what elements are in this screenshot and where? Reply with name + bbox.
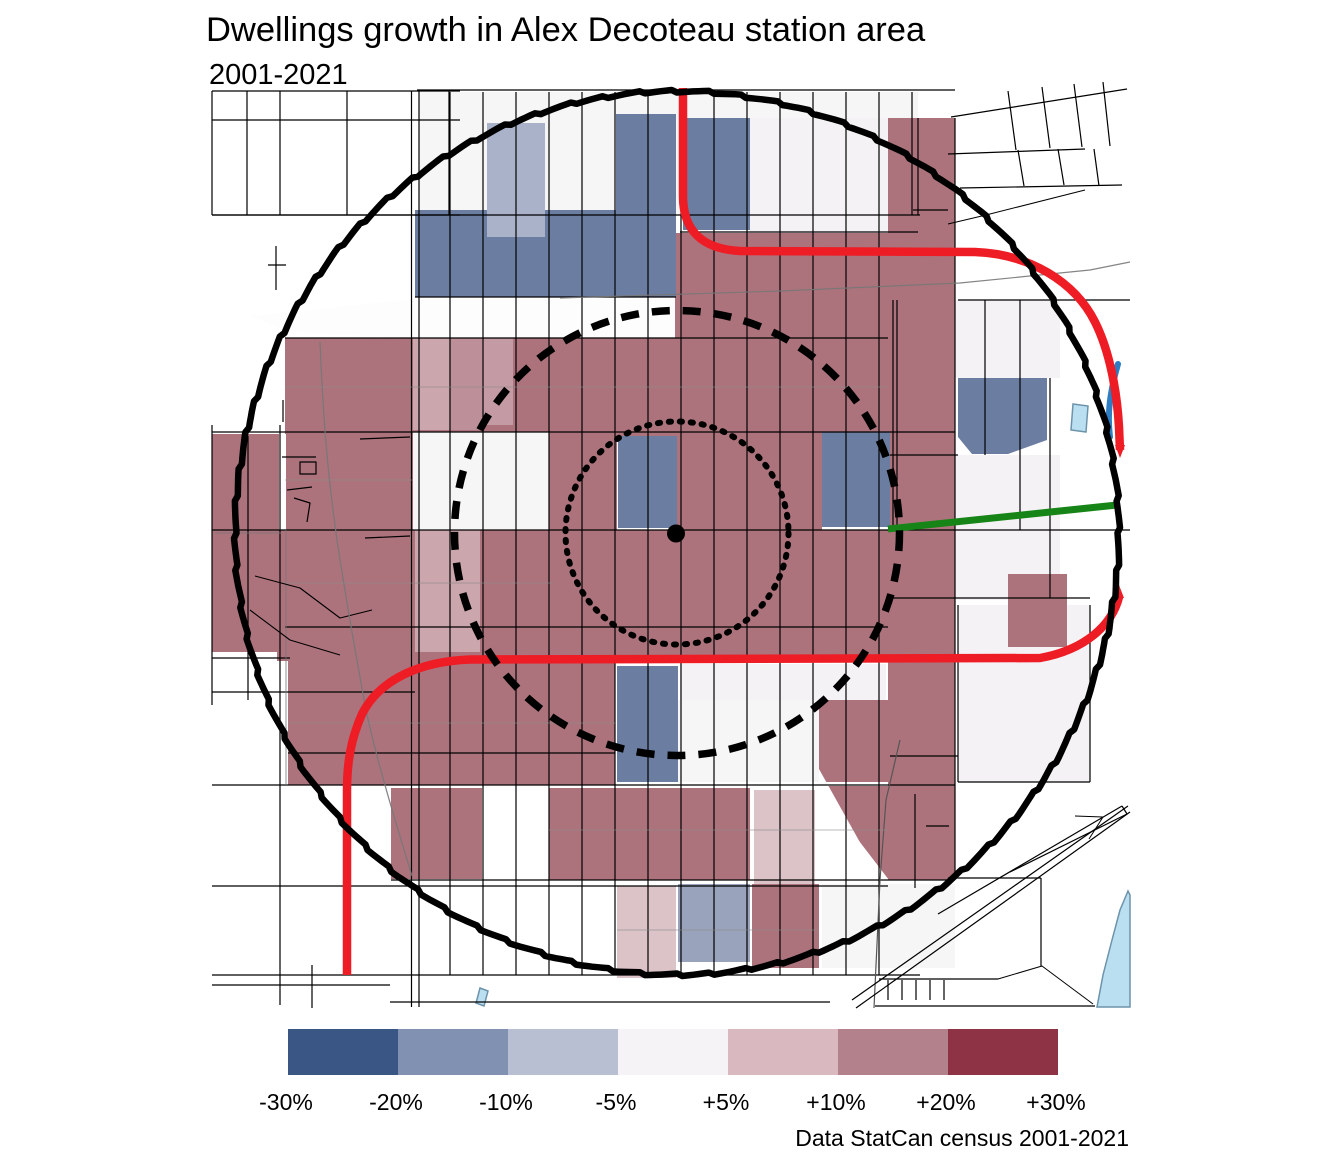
svg-text:-20%: -20% bbox=[369, 1089, 423, 1115]
svg-text:-10%: -10% bbox=[479, 1089, 533, 1115]
svg-text:+30%: +30% bbox=[1026, 1089, 1085, 1115]
svg-text:Data StatCan census 2001-2021: Data StatCan census 2001-2021 bbox=[795, 1125, 1129, 1151]
svg-text:-30%: -30% bbox=[259, 1089, 313, 1115]
svg-text:-5%: -5% bbox=[596, 1089, 637, 1115]
svg-text:+10%: +10% bbox=[806, 1089, 865, 1115]
svg-text:+5%: +5% bbox=[703, 1089, 750, 1115]
svg-text:2001-2021: 2001-2021 bbox=[209, 59, 348, 91]
svg-text:+20%: +20% bbox=[916, 1089, 975, 1115]
svg-text:Dwellings growth in Alex Decot: Dwellings growth in Alex Decoteau statio… bbox=[206, 11, 926, 49]
